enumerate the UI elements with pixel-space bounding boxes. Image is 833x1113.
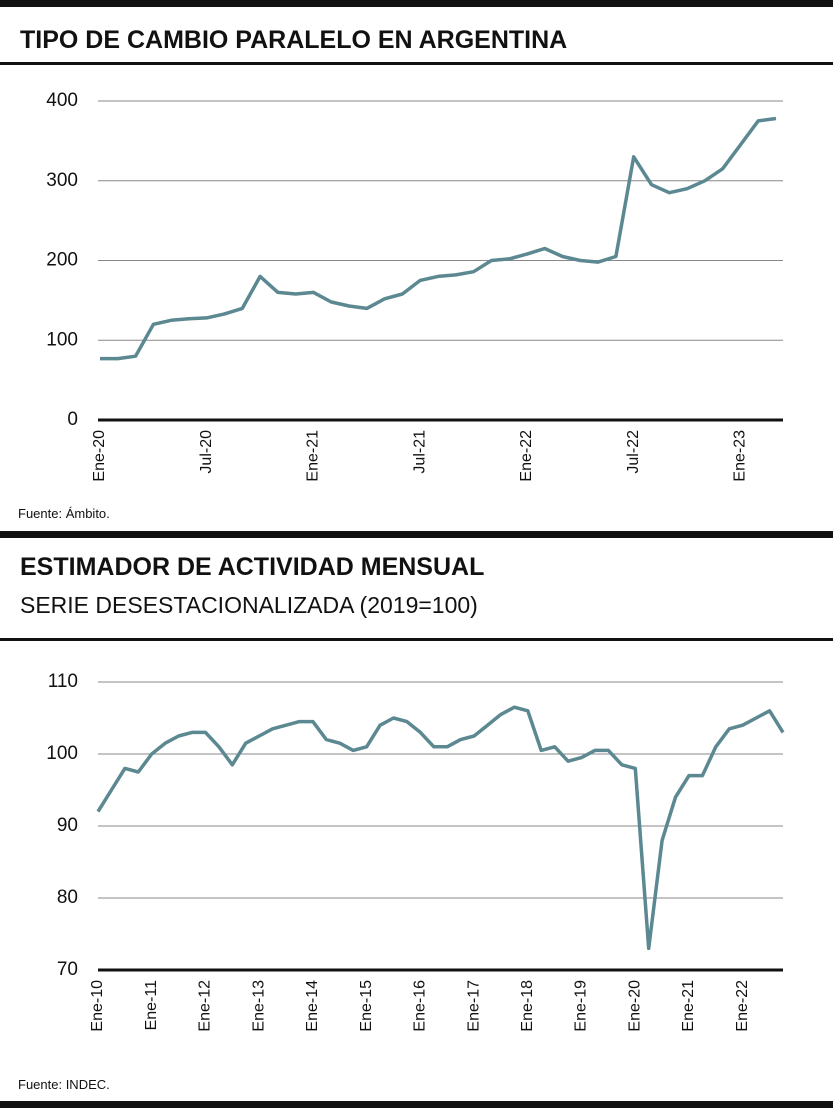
rule xyxy=(0,638,833,641)
x-tick-label: Jul-20 xyxy=(198,430,215,474)
y-tick-label: 200 xyxy=(46,250,78,271)
y-tick-label: 110 xyxy=(48,671,78,692)
x-tick-label: Ene-19 xyxy=(573,980,590,1032)
source: Fuente: INDEC. xyxy=(18,1077,110,1092)
x-tick-label: Jul-21 xyxy=(411,430,428,474)
bottom-bar xyxy=(0,1101,833,1108)
x-tick-label: Ene-13 xyxy=(250,980,267,1032)
y-tick-label: 80 xyxy=(57,887,78,908)
x-tick-label: Ene-22 xyxy=(734,980,751,1032)
y-tick-label: 400 xyxy=(46,90,78,111)
x-tick-label: Ene-10 xyxy=(89,980,106,1032)
x-tick-label: Ene-21 xyxy=(680,980,697,1032)
rule xyxy=(0,62,833,65)
x-tick-label: Ene-15 xyxy=(358,980,375,1032)
line xyxy=(100,116,777,361)
divider xyxy=(0,531,833,538)
y-tick-label: 0 xyxy=(67,409,78,430)
chart-title: ESTIMADOR DE ACTIVIDAD MENSUAL xyxy=(20,553,484,581)
x-tick-label: Ene-22 xyxy=(518,430,535,482)
source: Fuente: Ámbito. xyxy=(18,506,110,521)
x-tick-label: Jul-22 xyxy=(625,430,642,474)
x-tick-label: Ene-21 xyxy=(305,430,322,482)
y-tick-label: 90 xyxy=(57,815,78,836)
top-bar xyxy=(0,0,833,7)
chart-subtitle: SERIE DESESTACIONALIZADA (2019=100) xyxy=(20,592,478,618)
x-tick-label: Ene-12 xyxy=(197,980,214,1032)
y-tick-label: 70 xyxy=(57,959,78,980)
x-tick-label: Ene-11 xyxy=(143,980,160,1031)
y-tick-label: 100 xyxy=(46,743,78,764)
y-tick-label: 100 xyxy=(46,329,78,350)
x-tick-label: Ene-14 xyxy=(304,980,321,1032)
line xyxy=(96,705,785,951)
x-tick-label: Ene-17 xyxy=(465,980,482,1032)
y-tick-label: 300 xyxy=(46,170,78,191)
x-tick-label: Ene-20 xyxy=(626,980,643,1032)
x-tick-label: Ene-20 xyxy=(91,430,108,482)
x-tick-label: Ene-18 xyxy=(519,980,536,1032)
x-tick-label: Ene-16 xyxy=(412,980,429,1032)
chart-title: TIPO DE CAMBIO PARALELO EN ARGENTINA xyxy=(20,26,567,54)
x-tick-label: Ene-23 xyxy=(732,430,749,482)
